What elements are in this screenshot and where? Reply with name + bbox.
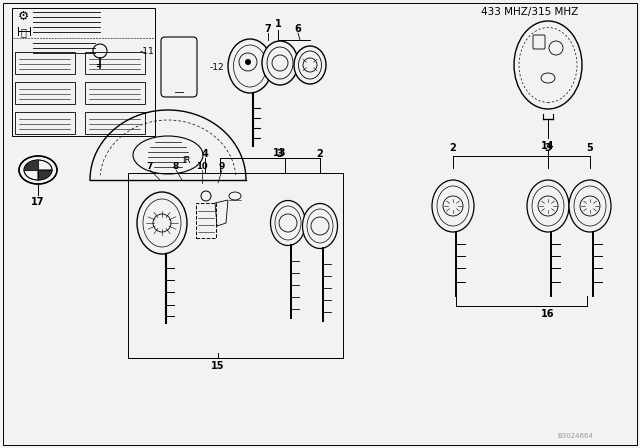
Text: 13: 13: [273, 148, 287, 158]
Text: 5: 5: [587, 143, 593, 153]
Text: 7: 7: [264, 24, 271, 34]
Bar: [15, 112, 75, 134]
Text: ⚿: ⚿: [20, 27, 26, 37]
Text: 9: 9: [219, 161, 225, 171]
Polygon shape: [38, 170, 51, 179]
Text: -12: -12: [210, 63, 225, 72]
Text: 3: 3: [545, 143, 552, 153]
Text: IR: IR: [182, 155, 190, 164]
Bar: [85, 52, 145, 74]
Bar: [15, 82, 75, 104]
Ellipse shape: [569, 180, 611, 232]
Text: 17: 17: [31, 197, 45, 207]
Ellipse shape: [432, 180, 474, 232]
Ellipse shape: [271, 201, 305, 246]
Text: 2: 2: [450, 143, 456, 153]
Ellipse shape: [137, 192, 187, 254]
Polygon shape: [25, 161, 38, 170]
Ellipse shape: [527, 180, 569, 232]
Text: -11: -11: [140, 47, 155, 56]
Ellipse shape: [303, 203, 337, 249]
Ellipse shape: [228, 39, 272, 93]
Circle shape: [245, 59, 251, 65]
Ellipse shape: [514, 21, 582, 109]
Bar: [85, 112, 145, 134]
Text: 3: 3: [276, 149, 284, 159]
Text: 7: 7: [147, 161, 153, 171]
Bar: [12, 8, 155, 136]
Text: 15: 15: [211, 361, 225, 371]
Text: 10: 10: [196, 161, 208, 171]
Text: ⚙: ⚙: [17, 9, 29, 22]
Ellipse shape: [133, 136, 203, 174]
Ellipse shape: [294, 46, 326, 84]
Text: 433 MHZ/315 MHZ: 433 MHZ/315 MHZ: [481, 7, 579, 17]
Text: 1: 1: [275, 19, 282, 29]
Text: 6: 6: [294, 24, 301, 34]
Bar: [196, 203, 216, 238]
Text: 2: 2: [317, 149, 323, 159]
Text: 8: 8: [173, 161, 179, 171]
Bar: [128, 173, 343, 358]
Text: B3024664: B3024664: [557, 433, 593, 439]
Bar: [85, 82, 145, 104]
Text: 14: 14: [541, 141, 555, 151]
Text: 4: 4: [202, 149, 209, 159]
Bar: [15, 52, 75, 74]
Text: 16: 16: [541, 309, 555, 319]
Ellipse shape: [262, 41, 298, 85]
